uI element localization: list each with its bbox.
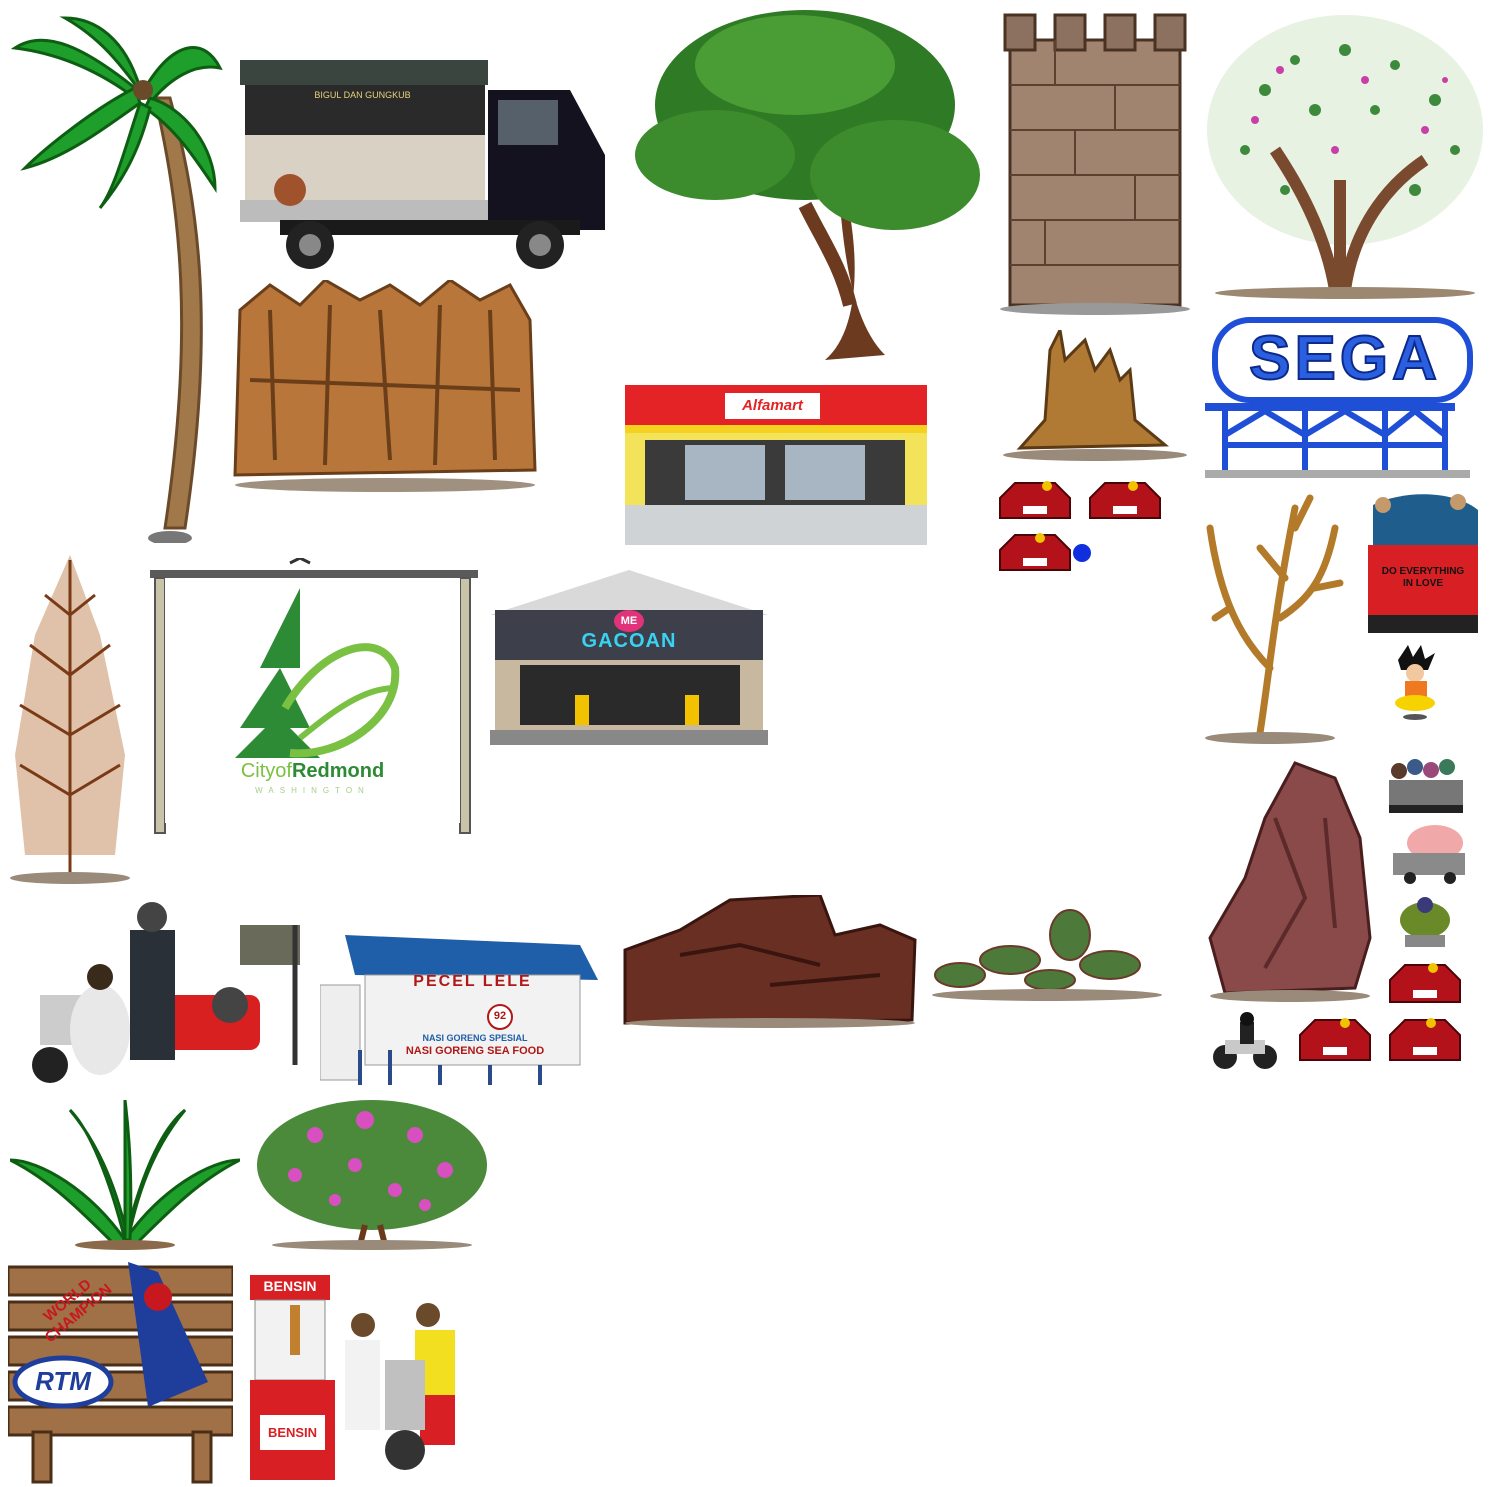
- stone-tower: [995, 5, 1195, 315]
- city-of-redmond-billboard: CityofRedmond WASHINGTON: [150, 558, 478, 838]
- bensin-fuel-stand: BENSIN BENSIN: [245, 1270, 470, 1485]
- dark-rock-pile: [620, 895, 920, 1030]
- red-boulder: [1205, 758, 1375, 1003]
- red-car-sprite: [995, 530, 1075, 573]
- pecel-title: PECEL LELE: [413, 973, 532, 990]
- rock-cliff-wall: [230, 280, 540, 495]
- rtm-logo: RTM: [35, 1366, 91, 1396]
- red-car-sprite: [1295, 1015, 1375, 1063]
- pecel-line-1: NASI GORENG SPESIAL: [422, 1033, 528, 1043]
- pickup-with-passengers: [1387, 755, 1465, 815]
- bare-tree: [1200, 488, 1350, 746]
- blossom-tree: [1205, 10, 1485, 300]
- redmond-title-b: Redmond: [291, 760, 385, 782]
- alfamart-store: Alfamart: [625, 385, 927, 545]
- redmond-title-a: Cityof: [240, 760, 292, 782]
- sega-logo: SEGA: [1248, 323, 1441, 394]
- palm-tree: [5, 8, 225, 543]
- scooter-with-goods: [1395, 895, 1455, 950]
- red-car-sprite: [1385, 1015, 1465, 1063]
- rtm-champion-sign: WORLD CHAMPION RTM: [8, 1262, 233, 1484]
- red-car-sprite: [1385, 960, 1465, 1005]
- tire-repair-stand: [30, 895, 305, 1090]
- large-oak-tree: [625, 5, 985, 365]
- low-shrub: [930, 895, 1165, 1005]
- motorbike-rider: [1210, 1012, 1280, 1074]
- truck-slogan-line-1: DO EVERYTHING: [1381, 566, 1465, 577]
- tree-stump: [1000, 330, 1190, 465]
- gacoan-badge: ME: [614, 610, 644, 632]
- bare-poplar-tree: [5, 555, 135, 885]
- blue-dot-marker: [1072, 543, 1092, 563]
- truck-slogan-line-2: IN LOVE: [1402, 578, 1443, 589]
- redmond-subtitle: WASHINGTON: [255, 786, 370, 795]
- cargo-truck: DO EVERYTHING IN LOVE: [1363, 490, 1483, 635]
- gacoan-name: GACOAN: [581, 630, 677, 652]
- goku-on-cloud: [1393, 645, 1438, 720]
- mie-gacoan-restaurant: ME GACOAN: [490, 570, 768, 745]
- fern-bush: [10, 1100, 240, 1250]
- pecel-number: 92: [493, 1010, 507, 1022]
- redmond-title: CityofRedmond: [165, 760, 460, 783]
- sega-billboard: SEGA: [1205, 315, 1475, 480]
- bensin-bottom-label: BENSIN: [267, 1425, 318, 1440]
- red-car-sprite: [1085, 478, 1165, 521]
- bensin-top-label: BENSIN: [263, 1278, 317, 1294]
- flowering-bush: [255, 1095, 490, 1250]
- pickup-with-cargo: [1390, 823, 1468, 885]
- pecel-lele-tent: PECEL LELE 92 NASI GORENG SPESIAL NASI G…: [320, 935, 598, 1090]
- alfamart-logo: Alfamart: [742, 397, 803, 414]
- pecel-line-2: NASI GORENG SEA FOOD: [405, 1045, 545, 1057]
- food-truck-sign: BIGUL DAN GUNGKUB: [314, 90, 411, 100]
- food-truck: BIGUL DAN GUNGKUB: [240, 60, 608, 272]
- red-car-sprite: [995, 478, 1075, 521]
